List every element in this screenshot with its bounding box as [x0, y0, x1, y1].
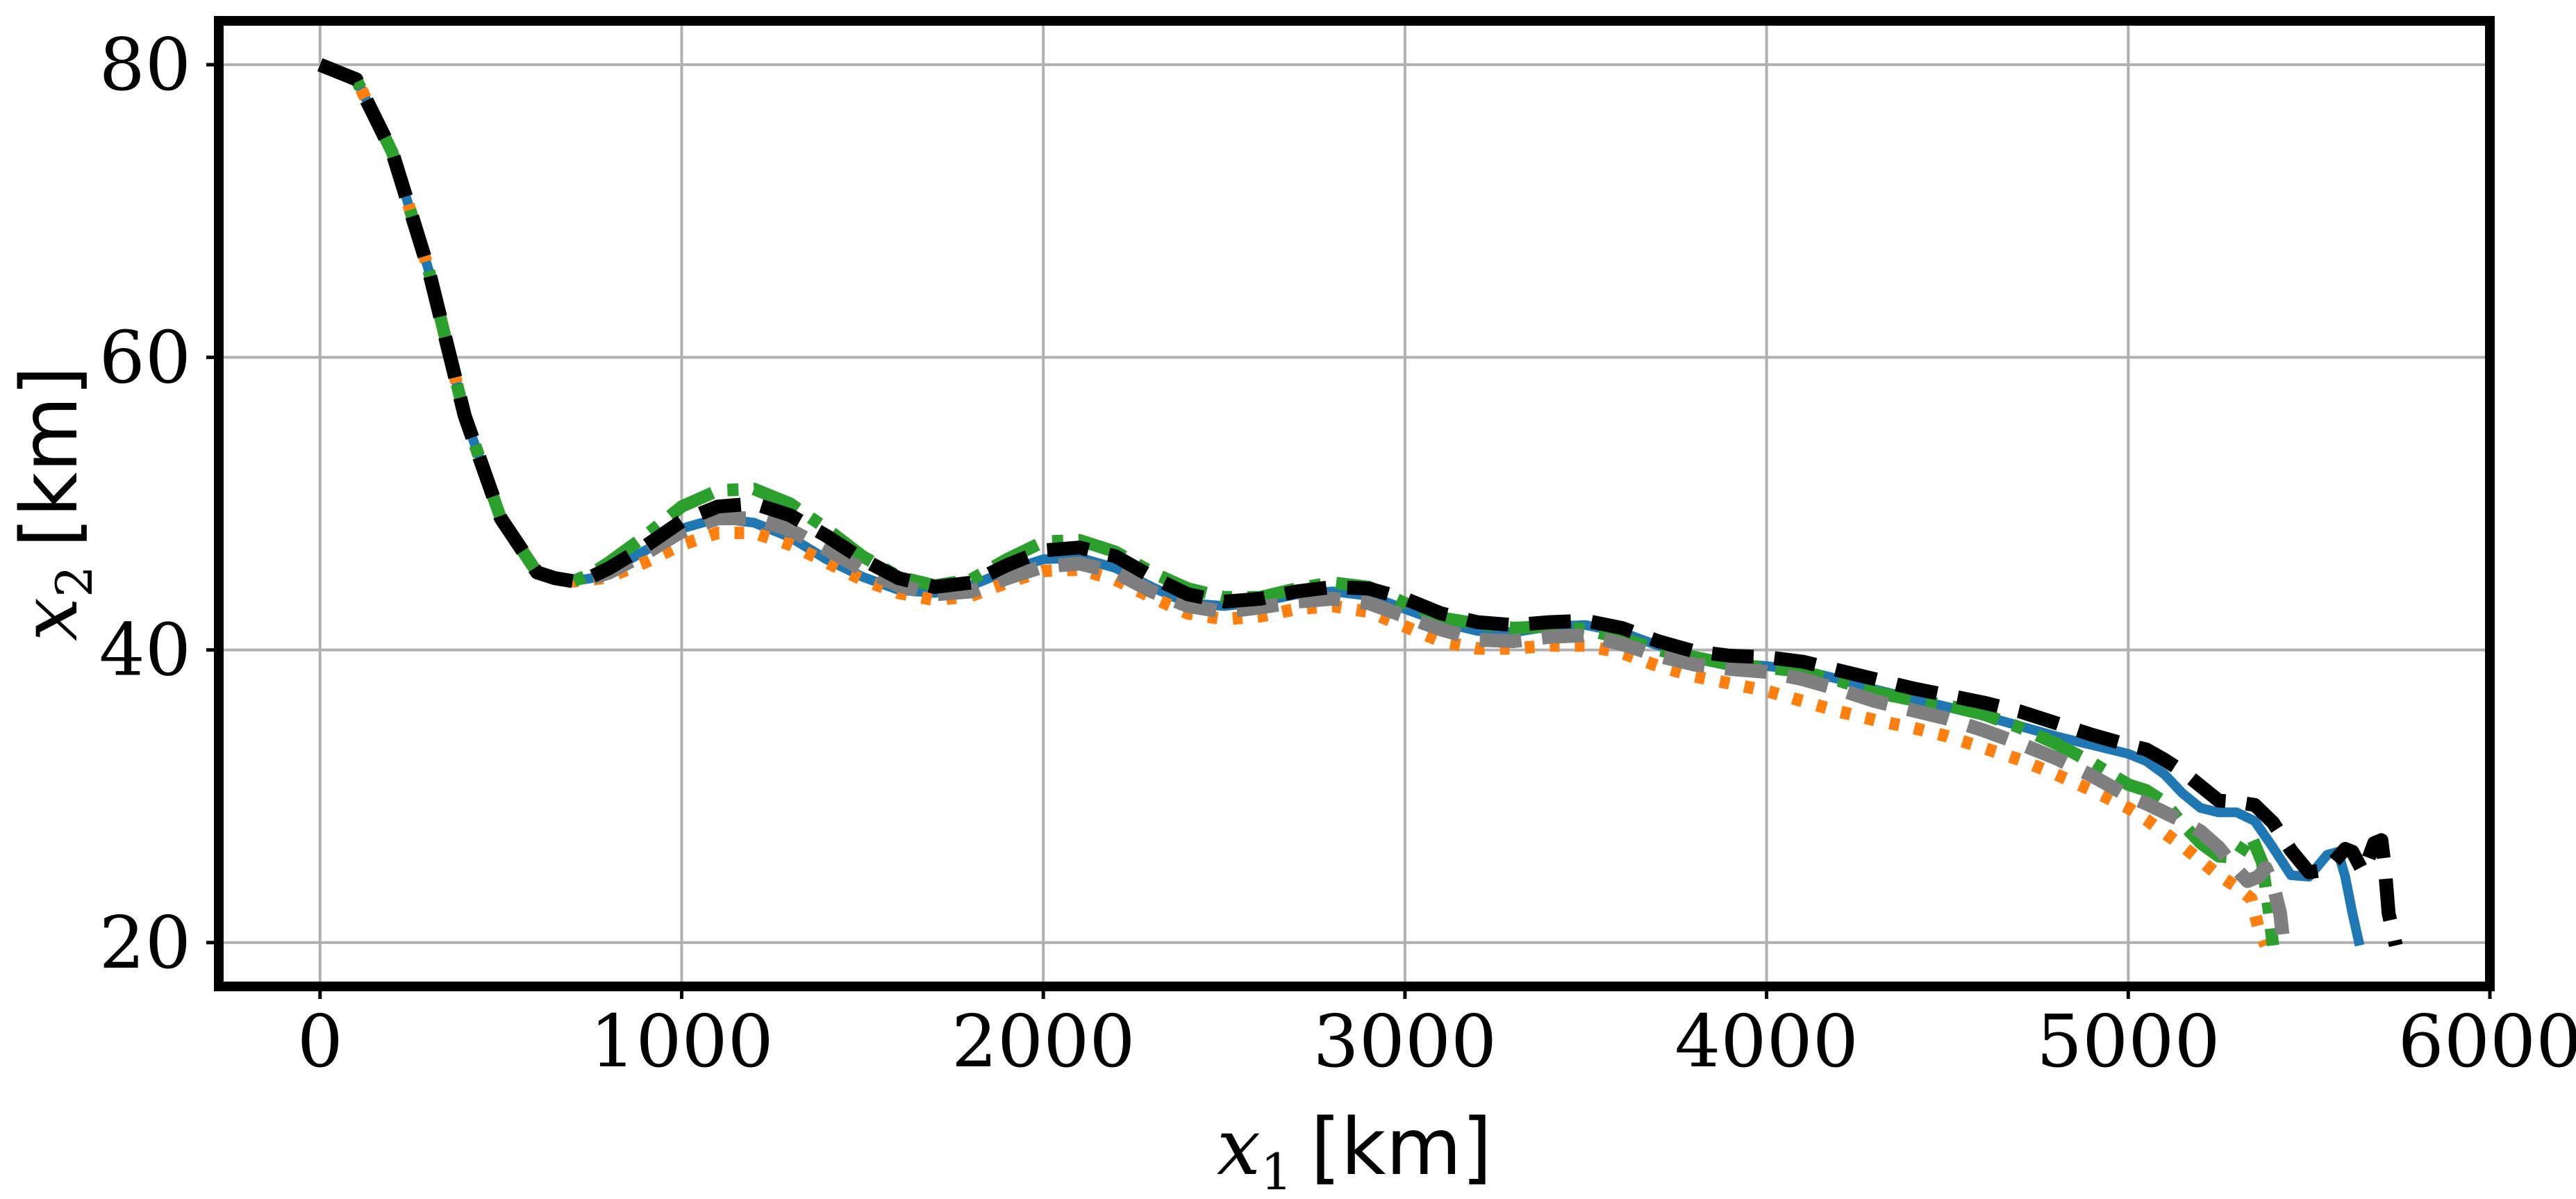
y-tick-label: 40: [99, 608, 191, 693]
series-line-3: [317, 58, 2279, 947]
y-tick-label: 80: [99, 22, 191, 107]
x-axis-label: x1 [km]: [1217, 1102, 1492, 1199]
y-tick-label: 60: [99, 315, 191, 399]
y-axis-label-unit: [km]: [5, 366, 95, 547]
x-tick-label: 0: [297, 999, 343, 1084]
y-axis-ticks: 20 40 60 80: [99, 22, 219, 985]
x-tick-label: 1000: [590, 999, 774, 1084]
grid: [219, 21, 2490, 986]
x-axis-ticks: 0 1000 2000 3000 4000 5000 6000: [297, 986, 2576, 1084]
y-axis-label-var: x: [5, 597, 95, 641]
series-line-1: [318, 60, 2365, 947]
x-tick-label: 3000: [1313, 999, 1497, 1084]
x-axis-label-sub: 1: [1261, 1143, 1293, 1199]
y-tick-label: 20: [99, 900, 191, 985]
x-axis-label-var: x: [1217, 1102, 1261, 1193]
x-tick-label: 6000: [2398, 999, 2576, 1084]
x-tick-label: 5000: [2036, 999, 2220, 1084]
x-axis-label-unit: [km]: [1311, 1102, 1492, 1193]
plot-series: [317, 58, 2403, 948]
x-tick-label: 2000: [952, 999, 1136, 1084]
x-tick-label: 4000: [1675, 999, 1859, 1084]
series-line-5: [317, 58, 2403, 948]
series-line-2: [317, 58, 2272, 948]
y-axis-label-sub: 2: [45, 565, 103, 597]
y-axis-label: x2 [km]: [5, 366, 103, 641]
plot-frame: [214, 16, 2495, 991]
series-line-4: [317, 58, 2291, 947]
